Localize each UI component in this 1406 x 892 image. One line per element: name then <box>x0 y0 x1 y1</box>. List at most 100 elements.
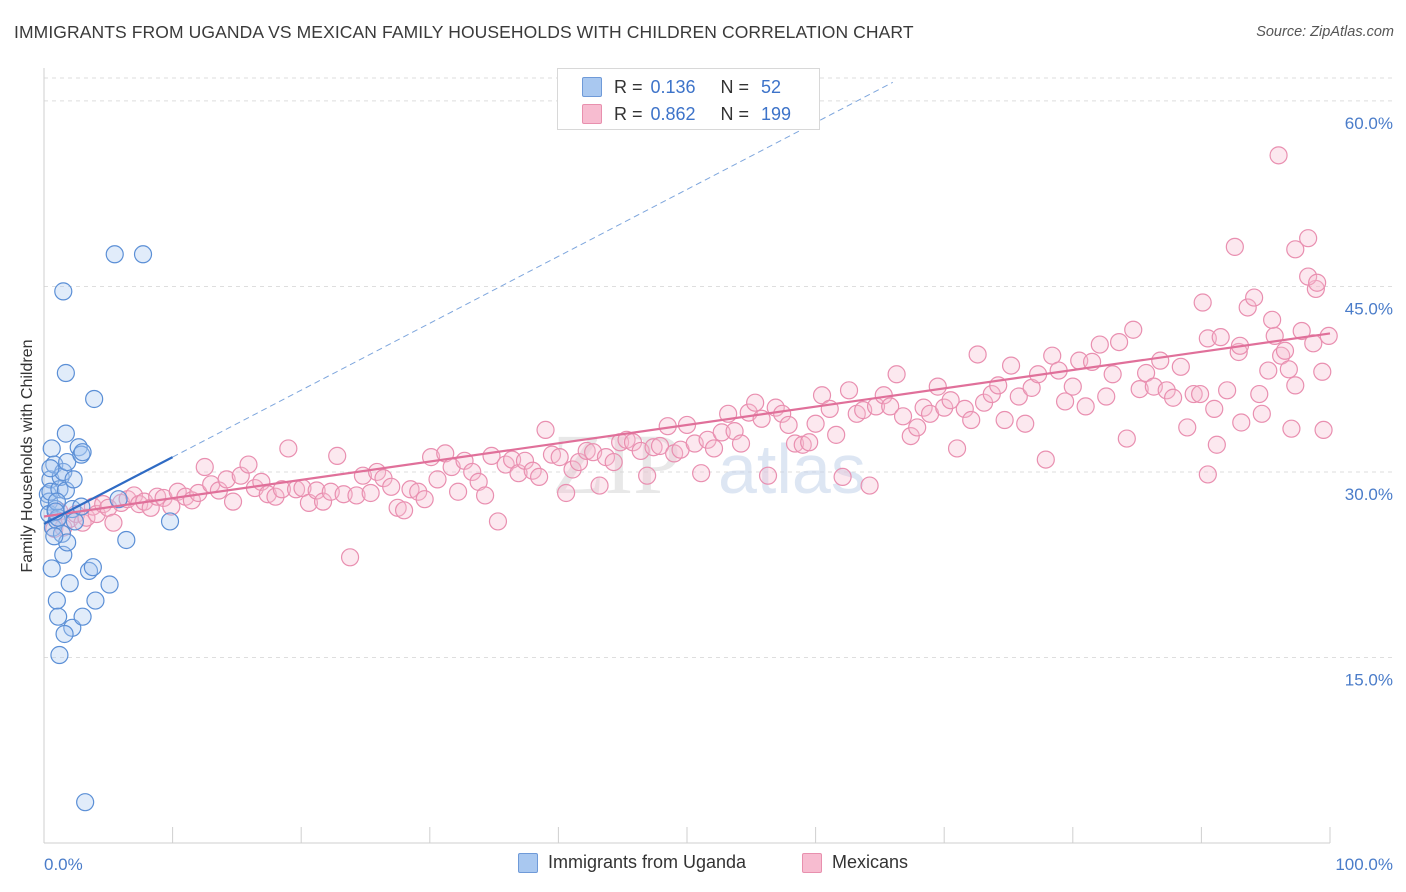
mexican-point <box>1184 384 1203 404</box>
uganda-point <box>76 793 95 812</box>
mexican-point <box>962 410 981 430</box>
mexican-point <box>1178 418 1197 437</box>
uganda-point <box>105 245 124 264</box>
mexican-point <box>692 464 711 483</box>
mexican-point <box>833 467 852 487</box>
mexican-point <box>1090 335 1109 354</box>
mexican-point <box>195 457 214 477</box>
mexican-point <box>1063 377 1082 396</box>
mexican-point <box>1282 419 1301 438</box>
mexican-point <box>1198 329 1217 348</box>
uganda-point <box>55 624 74 644</box>
mexican-point <box>827 425 846 444</box>
mexican-point <box>272 480 292 499</box>
mexican-point <box>1124 320 1143 339</box>
mexican-point <box>77 508 96 527</box>
mexican-point <box>1263 310 1282 329</box>
uganda-point <box>73 443 92 462</box>
mexican-point <box>217 470 236 489</box>
mexican-point <box>340 548 360 567</box>
legend-swatch-mexican <box>582 104 602 124</box>
mexican-point <box>1009 387 1028 406</box>
mexican-point <box>893 407 913 426</box>
uganda-point <box>56 424 75 443</box>
uganda-point <box>83 558 102 577</box>
mexican-point <box>785 434 805 453</box>
mexican-point <box>409 482 428 501</box>
mexican-point <box>307 481 326 500</box>
legend-n-label: N = <box>720 103 750 124</box>
mexican-point <box>1205 399 1224 418</box>
mexican-point <box>1319 326 1338 346</box>
mexican-point <box>1286 376 1305 395</box>
mexican-point <box>1103 365 1122 384</box>
mexican-points <box>45 146 1338 567</box>
mexican-point <box>550 448 569 467</box>
mexican-point <box>758 466 778 485</box>
mexican-point <box>1001 356 1021 375</box>
mexican-point <box>1036 450 1055 469</box>
uganda-point <box>50 645 69 665</box>
mexican-point <box>1171 357 1190 376</box>
x-tick-label: 100.0% <box>1335 855 1393 874</box>
uganda-point <box>109 490 128 509</box>
mexican-point <box>1198 465 1217 484</box>
mexican-point <box>887 365 906 384</box>
mexican-point <box>1097 387 1116 406</box>
uganda-point <box>64 470 83 489</box>
mexican-point <box>1137 363 1156 383</box>
mexican-point <box>935 398 954 417</box>
mexican-point <box>1252 404 1271 423</box>
mexican-point <box>1151 351 1170 370</box>
mexican-point <box>577 441 596 461</box>
series-swatch-mexican <box>802 852 822 873</box>
mexican-point <box>839 381 859 400</box>
uganda-point <box>54 282 73 301</box>
mexican-point <box>415 490 434 509</box>
mexican-point <box>530 467 549 487</box>
y-tick-label: 30.0% <box>1345 485 1393 504</box>
mexican-point <box>475 486 495 505</box>
mexican-point <box>488 512 508 531</box>
uganda-point <box>117 530 136 550</box>
mexican-point <box>223 492 243 511</box>
mexican-point <box>328 446 347 465</box>
mexican-point <box>1292 321 1311 341</box>
legend-swatch-uganda <box>582 77 602 97</box>
uganda-point <box>42 559 61 578</box>
y-tick-label: 60.0% <box>1345 114 1393 133</box>
mexican-point <box>1016 414 1035 433</box>
mexican-point <box>604 452 623 472</box>
uganda-trend-extension <box>172 81 893 458</box>
uganda-point <box>133 245 153 264</box>
mexican-point <box>712 423 731 442</box>
mexican-point <box>644 438 663 457</box>
mexican-point <box>812 386 832 405</box>
mexican-point <box>515 451 535 470</box>
uganda-point <box>58 452 77 472</box>
trend-lines <box>43 81 1331 525</box>
mexican-point <box>1191 384 1210 404</box>
mexican-point <box>638 466 657 485</box>
mexican-point <box>394 501 414 520</box>
mexican-point <box>941 391 960 410</box>
mexican-point <box>650 436 670 456</box>
mexican-point <box>881 397 900 416</box>
mexican-point <box>773 404 792 423</box>
uganda-point <box>73 607 92 626</box>
mexican-point <box>1157 381 1176 400</box>
mexican-point <box>448 482 468 501</box>
mexican-point <box>968 345 987 364</box>
uganda-point <box>86 591 105 610</box>
mexican-point <box>334 485 353 504</box>
mexican-point <box>731 434 751 453</box>
series-legend: Immigrants from Uganda Mexicans <box>0 852 1406 878</box>
mexican-point <box>1238 298 1257 317</box>
legend-n-value: 52 <box>761 76 782 97</box>
mexican-point <box>266 487 285 506</box>
mexican-point <box>779 415 798 435</box>
mexican-point <box>947 439 967 458</box>
mexican-point <box>428 470 447 489</box>
mexican-point <box>361 483 380 503</box>
mexican-point <box>860 476 879 495</box>
